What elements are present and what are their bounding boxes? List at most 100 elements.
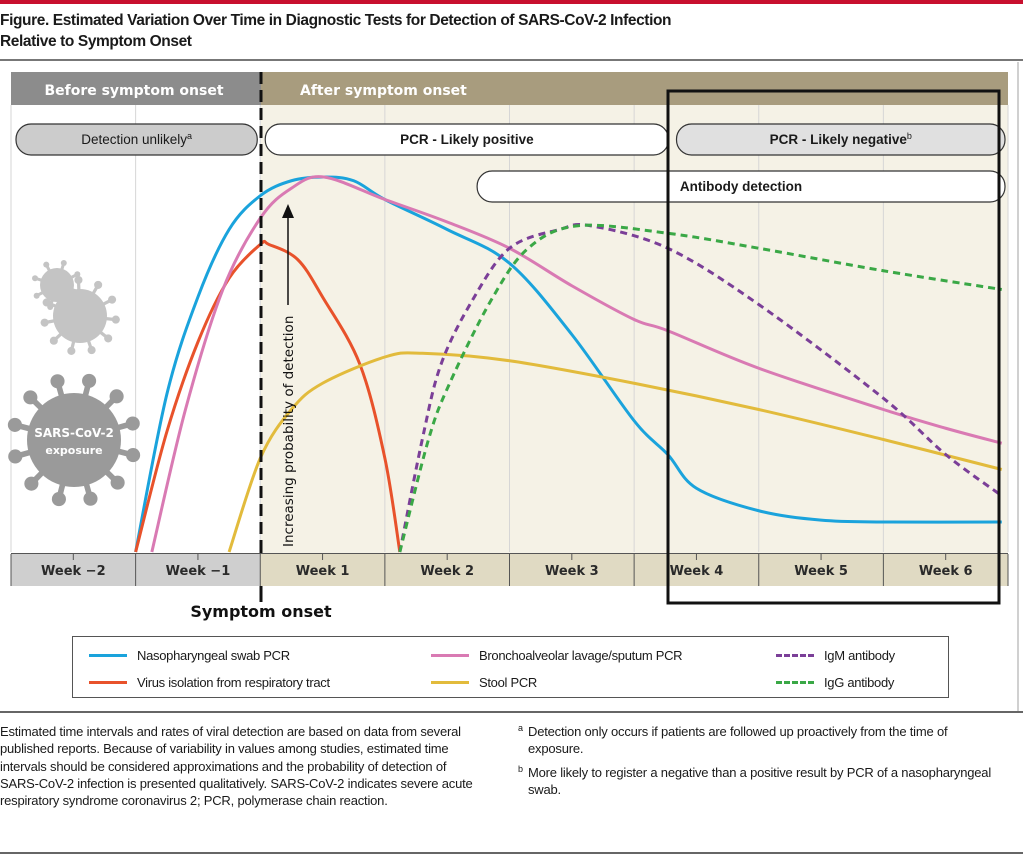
figure-title: Figure. Estimated Variation Over Time in… [0,10,800,52]
legend-item-nasopharyngeal: Nasopharyngeal swab PCR [89,648,290,663]
virus-spike-tip [49,336,58,345]
legend-item-igg: IgG antibody [776,675,894,690]
pill-label-pcr-likely-negative: PCR - Likely negativeb [770,131,912,147]
before-band-label: Before symptom onset [44,83,223,99]
virus-spike-tip [60,260,67,267]
legend-swatch-stool [431,681,469,684]
virus-spike-tip [55,282,64,291]
footnotes: a Detection only occurs if patients are … [518,723,998,804]
legend-label: Virus isolation from respiratory tract [137,675,330,690]
x-tick-label: Week 1 [296,564,350,579]
figure-panel [0,62,1019,711]
virus-spike-tip [126,448,141,463]
legend-swatch-nasopharyngeal [89,654,127,657]
legend-item-bronchoalveolar: Bronchoalveolar lavage/sputum PCR [431,648,683,663]
x-tick-label: Week −1 [166,564,231,579]
series-lines [134,175,1003,553]
series-bronchoalveolar-lavage-sputum-pcr [150,175,1003,553]
pcr-negative-highlight-box [666,89,1001,605]
virus-spike-tip [74,271,81,278]
pill-label-pcr-likely-positive: PCR - Likely positive [400,132,534,147]
after-band-label: After symptom onset [300,83,467,99]
title-divider [0,59,1023,61]
legend-swatch-igm [776,654,814,657]
virus-spike-tip [104,334,113,343]
footnote-a-mark: a [518,723,523,733]
notes-bottom-rule [0,852,1023,854]
legend-swatch-bronchoalveolar [431,654,469,657]
virus-body [53,289,107,343]
series-igg-antibody [398,223,1003,553]
legend-swatch-igg [776,681,814,684]
virus-spike-tip [40,318,49,327]
x-tick-label: Week 2 [420,564,474,579]
footnote-b-text: More likely to register a negative than … [528,764,992,797]
x-tick-label: Week 3 [545,564,599,579]
legend-swatch-virus-isolation [89,681,127,684]
virus-spike-tip [33,292,40,299]
pill-detection-unlikely [15,123,258,156]
virus-spike-tip [110,475,125,490]
footnote-a-text: Detection only occurs if patients are fo… [528,724,948,757]
virus-spike-tip [74,275,83,285]
y-axis-arrowhead-icon [282,204,294,218]
virus-spike-tip [8,449,23,464]
chart: Before symptom onset After symptom onset… [7,72,1009,621]
virus-spike-tip [87,346,96,355]
virus-spike-tip [43,261,50,268]
legend-item-virus-isolation: Virus isolation from respiratory tract [89,675,330,690]
pill-label-detection-unlikely: Detection unlikelya [81,131,192,147]
series-nasopharyngeal-swab-pcr [134,175,1002,553]
pill-pcr-likely-negative [675,123,1006,156]
virus-spike-tip [67,346,76,355]
before-band [11,72,261,105]
series-virus-isolation-from-respiratory-tract [134,239,402,553]
footnote-b-mark: b [518,763,523,774]
virus-spike-tip [51,492,66,507]
legend-label: IgM antibody [824,648,895,663]
notes-top-rule [0,711,1023,713]
x-tick-label: Week 6 [919,564,973,579]
virus-label: exposure [45,444,102,457]
virus-icon-large [7,373,141,507]
virus-spike-tip [109,389,124,404]
virus-spike-tip [125,416,140,431]
figure-title-line-2: Relative to Symptom Onset [0,33,192,50]
symptom-onset-label: Symptom onset [190,602,332,621]
x-axis: Week −2 Week −1 Week 1 Week 2 Week 3 Week 4 We… [10,553,1009,586]
pill-antibody-detection [476,170,1006,203]
virus-spike-tip [82,373,97,388]
y-axis-label: Increasing probability of detection [281,316,297,547]
footnote-a: a Detection only occurs if patients are … [518,723,998,758]
virus-spike-tip [42,298,51,307]
x-tick-label: Week −2 [41,564,106,579]
legend: Nasopharyngeal swab PCR Virus isolation … [72,636,949,698]
virus-spike-tip [108,295,117,304]
accent-rule [0,0,1023,4]
virus-name: SARS-CoV-2 [34,426,114,440]
virus-spike-tip [24,476,39,491]
virus-spike-tip [50,374,65,389]
virus-spike-tip [7,417,22,432]
series-stool-pcr [227,351,1003,553]
pill-label-antibody-detection: Antibody detection [680,179,802,194]
virus-body [27,393,121,487]
legend-item-stool: Stool PCR [431,675,537,690]
virus-spike-tip [111,315,120,324]
legend-label: Bronchoalveolar lavage/sputum PCR [479,648,683,663]
footnote-b: b More likely to register a negative tha… [518,764,998,799]
virus-spike-tip [23,390,38,405]
legend-item-igm: IgM antibody [776,648,895,663]
legend-label: Stool PCR [479,675,537,690]
figure-notes: Estimated time intervals and rates of vi… [0,724,473,809]
virus-icon-small [32,260,120,355]
x-tick-label: Week 4 [670,564,724,579]
after-band [261,72,1008,105]
figure-title-line-1: Figure. Estimated Variation Over Time in… [0,12,672,29]
legend-label: Nasopharyngeal swab PCR [137,648,290,663]
virus-spike-tip [32,275,39,282]
legend-label: IgG antibody [824,675,895,690]
virus-spike-tip [94,280,103,289]
virus-spike-tip [83,491,98,506]
x-tick-label: Week 5 [794,564,848,579]
